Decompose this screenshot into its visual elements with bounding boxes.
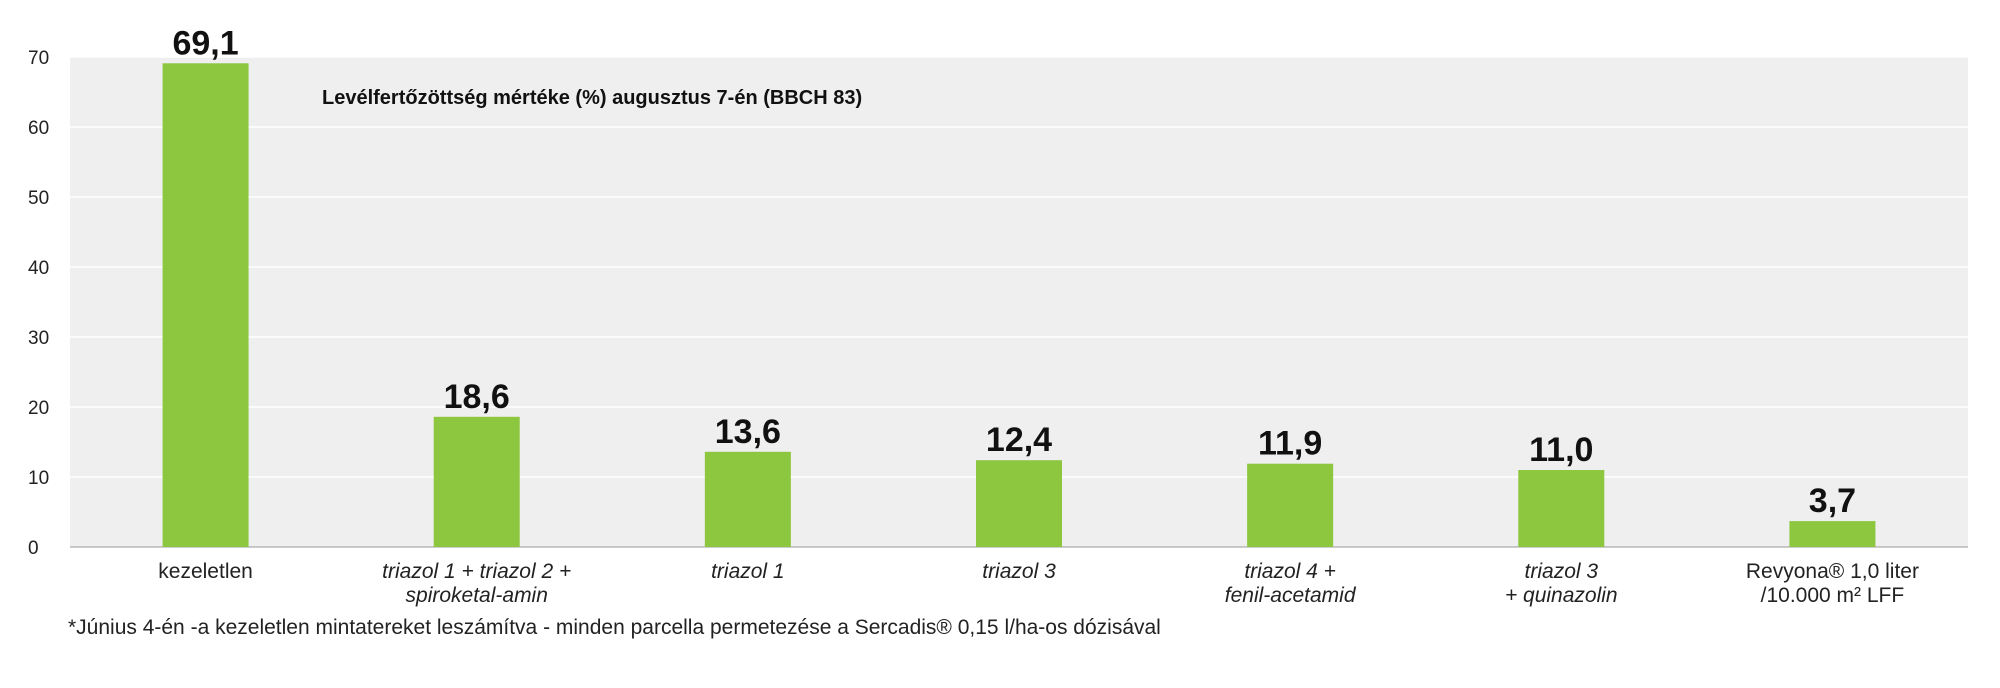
category-label: triazol 1 + triazol 2 + — [382, 560, 571, 583]
category-label: fenil-acetamid — [1225, 584, 1357, 607]
category-label: Revyona® 1,0 liter — [1746, 560, 1919, 583]
value-label: 3,7 — [1809, 482, 1856, 520]
category-label: kezeletlen — [158, 560, 253, 583]
footnote: *Június 4-én -a kezeletlen mintatereket … — [68, 616, 1161, 639]
y-tick-label: 50 — [28, 188, 49, 209]
category-labels: kezeletlen triazol 1 + triazol 2 +spiroke… — [158, 560, 1919, 607]
category-label: /10.000 m² LFF — [1761, 584, 1905, 607]
y-tick-label: 40 — [28, 258, 49, 279]
value-labels: 69,1 18,6 13,6 12,4 11,9 11,0 3,7 — [172, 24, 1856, 520]
y-tick-label: 20 — [28, 398, 49, 419]
category-label: triazol 1 — [711, 560, 785, 583]
value-label: 12,4 — [986, 421, 1052, 459]
category-label: + quinazolin — [1505, 584, 1618, 607]
category-label: spiroketal-amin — [406, 584, 548, 607]
category-label: triazol 3 — [982, 560, 1056, 583]
bar — [433, 416, 520, 547]
value-label: 11,9 — [1258, 425, 1322, 463]
bar — [976, 460, 1062, 547]
chart-title: Levélfertőzöttség mértéke (%) augusztus … — [322, 87, 862, 109]
bar — [1247, 463, 1334, 547]
y-tick-label: 10 — [28, 468, 49, 489]
value-label: 18,6 — [444, 378, 510, 416]
y-tick-label: 70 — [28, 48, 49, 69]
y-tick-label: 30 — [28, 328, 49, 349]
gridlines — [70, 56, 1968, 478]
y-axis-ticks: 0 10 20 30 40 50 60 70 — [28, 48, 49, 559]
bar — [704, 451, 791, 547]
bar — [1789, 521, 1876, 547]
value-label: 13,6 — [715, 413, 781, 451]
category-label: triazol 3 — [1525, 560, 1599, 583]
bars — [162, 63, 1876, 548]
category-label: triazol 4 + — [1244, 560, 1336, 583]
value-label: 11,0 — [1529, 431, 1593, 469]
bar — [1518, 470, 1605, 547]
value-label: 69,1 — [172, 24, 238, 62]
bar — [162, 63, 249, 548]
y-tick-label: 0 — [28, 538, 39, 559]
y-tick-label: 60 — [28, 118, 49, 139]
